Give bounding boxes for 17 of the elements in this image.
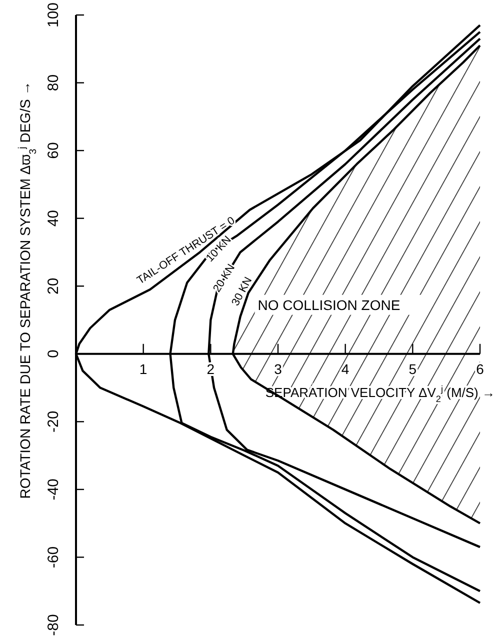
y-tick-label: 20 [45,278,62,294]
y-tick-label: 80 [45,74,62,92]
annotation: NO COLLISION ZONE [258,296,400,313]
x-tick-label: 3 [274,360,282,377]
x-tick-label: 4 [341,360,350,377]
text: 30 KN [230,275,255,308]
y-tick-label: 0 [45,350,62,358]
y-tick-label: -80 [45,614,62,636]
y-tick-label: 60 [45,142,62,159]
y-tick-label: -40 [45,478,62,500]
y-tick-label: -60 [45,546,62,568]
x-tick-label: 1 [139,360,148,377]
x-tick-label: 5 [408,360,417,377]
y-tick-label: 100 [45,2,62,28]
x-tick-label: 6 [476,360,484,377]
y-tick-label: 40 [45,210,62,227]
y-tick-label: -20 [45,410,62,433]
